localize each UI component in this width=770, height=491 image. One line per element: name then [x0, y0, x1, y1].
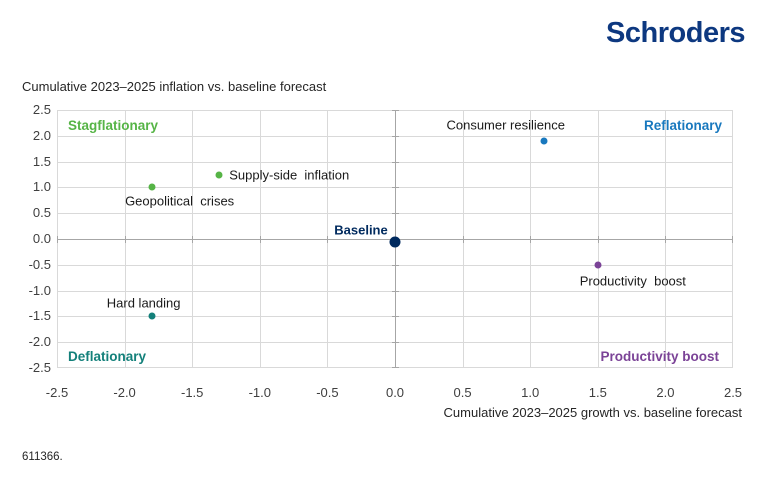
- y-tick-label: 0.5: [32, 205, 51, 221]
- y-tick-label: 1.5: [32, 153, 51, 169]
- y-tick-label: -1.0: [28, 282, 51, 298]
- plot-area: Stagflationary Reflationary Deflationary Pr…: [57, 110, 733, 368]
- y-tick-label: 2.0: [32, 127, 51, 143]
- quadrant-label-bottom-right: Productivity boost: [600, 349, 719, 364]
- y-tick-label: -2.5: [28, 360, 51, 375]
- y-tick-label: 2.5: [32, 102, 51, 117]
- y-axis-tick-mark: [392, 213, 399, 214]
- x-axis-tick-mark: [665, 236, 666, 243]
- data-point-label: Baseline: [334, 222, 388, 238]
- x-tick-label: 0.5: [453, 385, 472, 400]
- x-tick-label: 1.0: [521, 385, 540, 400]
- x-tick-label: 1.5: [588, 385, 607, 400]
- y-axis-tick-mark: [392, 136, 399, 137]
- data-point-dot: [215, 171, 223, 178]
- x-axis-tick-mark: [732, 236, 733, 243]
- y-axis-tick-mark: [392, 367, 399, 368]
- x-axis-tick-mark: [463, 236, 464, 243]
- x-axis-tick-mark: [125, 236, 126, 243]
- schroders-logo: Schroders: [606, 17, 745, 49]
- data-point-label: Geopolitical crises: [125, 193, 235, 209]
- y-tick-label: 1.0: [32, 179, 51, 195]
- y-tick-label: 0.0: [32, 231, 51, 246]
- x-axis-tick-mark: [260, 236, 261, 243]
- data-point-label: Productivity boost: [579, 273, 686, 289]
- x-axis-title: Cumulative 2023–2025 growth vs. baseline…: [443, 405, 742, 420]
- y-axis-tick-mark: [392, 342, 399, 343]
- y-axis-tick-mark: [392, 110, 399, 111]
- x-tick-label: 2.0: [656, 385, 675, 400]
- y-axis-tick-mark: [392, 162, 399, 163]
- y-axis-tick-mark: [392, 291, 399, 292]
- x-tick-label: -0.5: [316, 385, 339, 400]
- x-axis-tick-mark: [598, 236, 599, 243]
- x-tick-label: -2.5: [45, 385, 69, 400]
- data-point-dot: [540, 137, 548, 145]
- y-axis-tick-mark: [392, 187, 399, 188]
- data-point-label: Supply-side inflation: [229, 167, 350, 182]
- x-tick-label: -2.0: [113, 385, 136, 400]
- data-point-dot: [148, 312, 156, 320]
- quadrant-label-top-right: Reflationary: [643, 118, 722, 133]
- x-axis-tick-mark: [192, 236, 193, 243]
- quadrant-label-top-left: Stagflationary: [68, 118, 159, 133]
- x-tick-label: 2.5: [723, 385, 743, 400]
- x-tick-label: 0.0: [385, 385, 405, 400]
- quadrant-label-bottom-left: Deflationary: [68, 349, 147, 364]
- data-point-label: Consumer resilience: [446, 117, 565, 133]
- x-tick-label: -1.5: [180, 385, 204, 400]
- x-axis-tick-mark: [327, 236, 328, 243]
- y-axis-tick-mark: [392, 316, 399, 317]
- data-point-label: Hard landing: [106, 295, 181, 311]
- y-tick-label: -0.5: [28, 256, 51, 272]
- footnote-id: 611366.: [22, 451, 63, 463]
- x-axis-tick-mark: [530, 236, 531, 243]
- x-tick-label: -1.0: [248, 385, 271, 400]
- data-point-dot: [594, 261, 602, 269]
- chart-title: Cumulative 2023–2025 inflation vs. basel…: [22, 79, 327, 94]
- x-axis-tick-mark: [57, 236, 58, 243]
- y-tick-label: -1.5: [28, 308, 51, 324]
- y-axis-tick-mark: [392, 265, 399, 266]
- y-tick-label: -2.0: [28, 334, 51, 350]
- data-point-dot: [389, 236, 401, 248]
- data-point-dot: [148, 183, 156, 191]
